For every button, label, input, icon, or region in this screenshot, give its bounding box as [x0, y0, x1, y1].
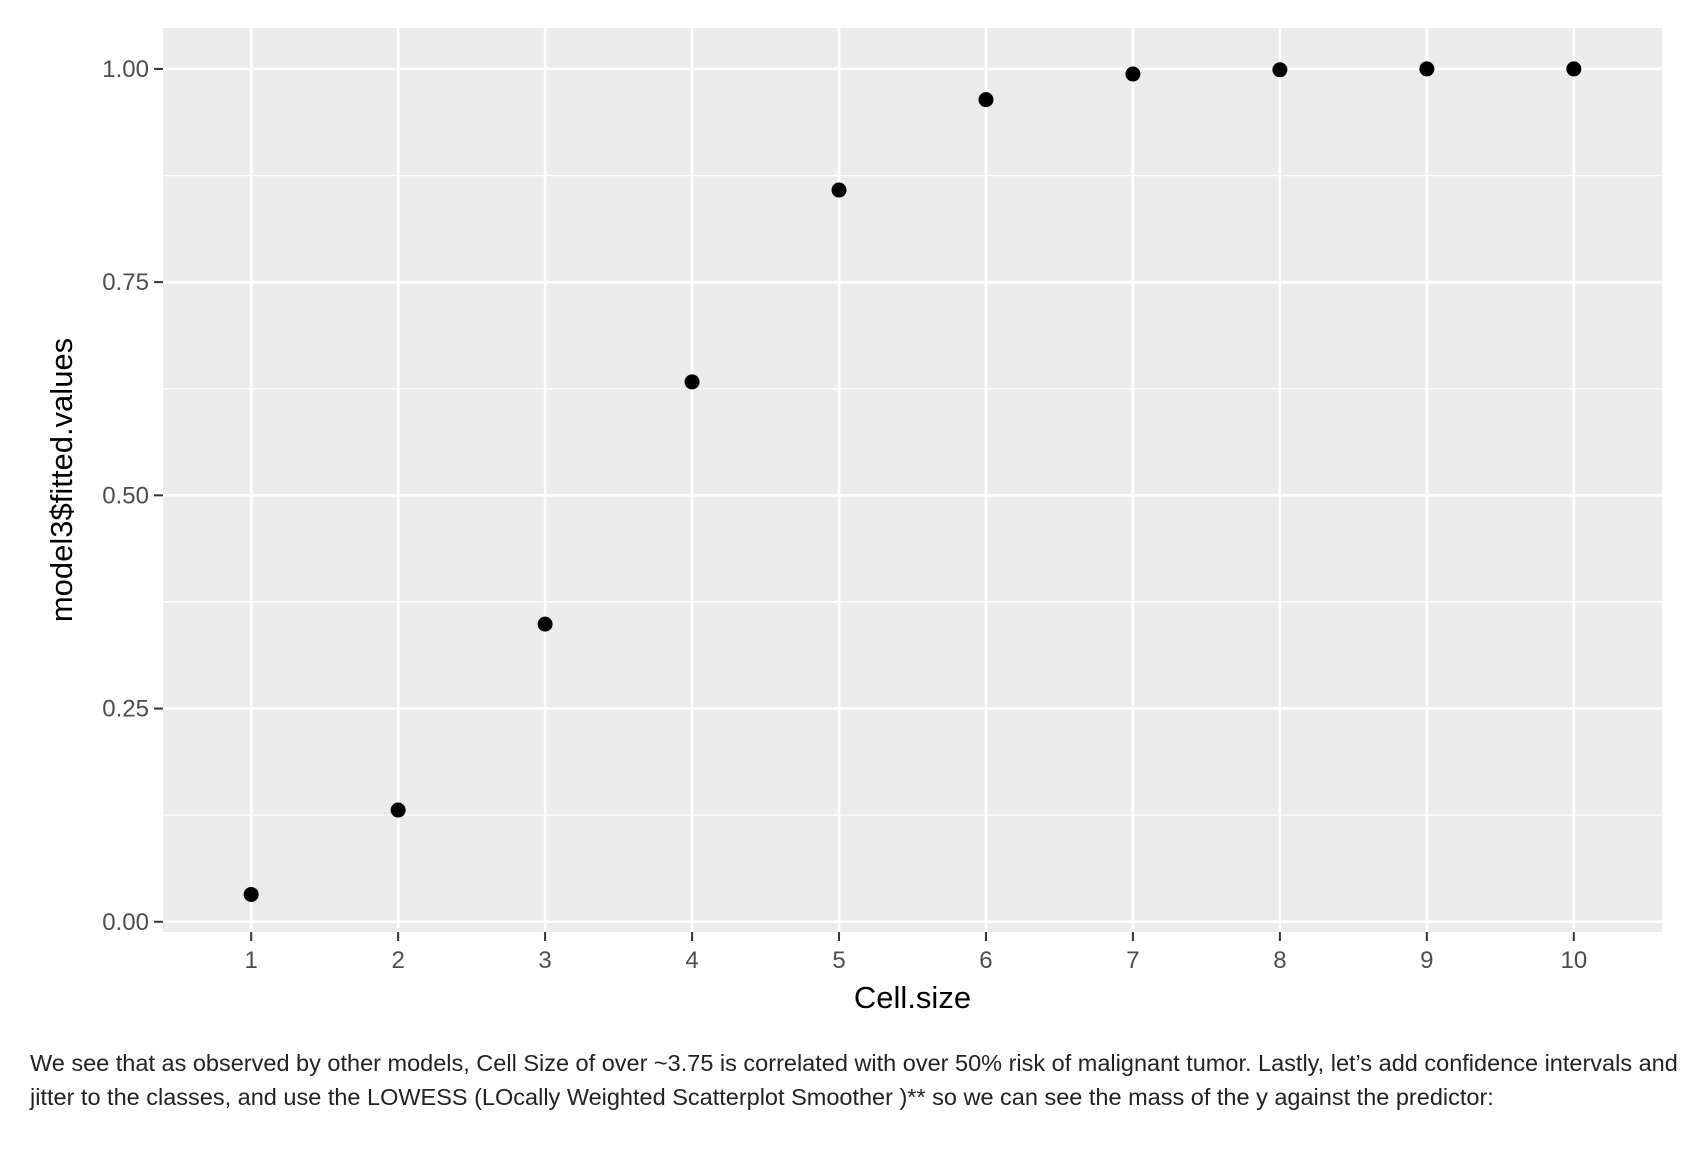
scatter-plot: 0.00 0.25 0.50 0.75 1.00 1 2 3 4 5 6 7 8 9 10 Cell.si…	[44, 28, 1662, 1015]
y-tick-label: 0.50	[102, 482, 149, 509]
data-point	[684, 374, 700, 390]
data-point	[243, 886, 259, 902]
x-tick-label: 2	[391, 947, 404, 974]
x-tick-label: 7	[1126, 947, 1139, 974]
x-tick-label: 10	[1560, 947, 1587, 974]
minor-gridlines	[163, 174, 1662, 816]
major-gridlines	[163, 28, 1662, 932]
x-axis: 1 2 3 4 5 6 7 8 9 10	[244, 932, 1587, 974]
x-tick-label: 8	[1273, 947, 1286, 974]
x-tick-label: 1	[244, 947, 257, 974]
data-point	[1566, 61, 1582, 77]
y-axis-title: model3$fitted.values	[44, 338, 79, 622]
data-point	[1125, 66, 1141, 82]
data-point	[978, 92, 994, 108]
y-tick-label: 1.00	[102, 56, 149, 83]
y-tick-label: 0.25	[102, 696, 149, 723]
x-tick-label: 6	[979, 947, 992, 974]
data-point	[831, 182, 847, 198]
y-tick-label: 0.00	[102, 909, 149, 936]
y-tick-label: 0.75	[102, 269, 149, 296]
x-tick-label: 4	[685, 947, 698, 974]
data-point	[1272, 62, 1288, 78]
data-points	[243, 61, 1582, 902]
data-point	[390, 802, 406, 818]
x-axis-title: Cell.size	[854, 980, 971, 1015]
data-point	[1419, 61, 1435, 77]
plot-panel	[163, 28, 1662, 932]
x-tick-label: 5	[832, 947, 845, 974]
caption-paragraph: We see that as observed by other models,…	[30, 1050, 1678, 1110]
chart: 0.00 0.25 0.50 0.75 1.00 1 2 3 4 5 6 7 8 9 10 Cell.si…	[44, 28, 1662, 1015]
x-tick-label: 3	[538, 947, 551, 974]
data-point	[537, 616, 553, 632]
x-tick-label: 9	[1420, 947, 1433, 974]
y-axis: 0.00 0.25 0.50 0.75 1.00	[102, 56, 163, 936]
